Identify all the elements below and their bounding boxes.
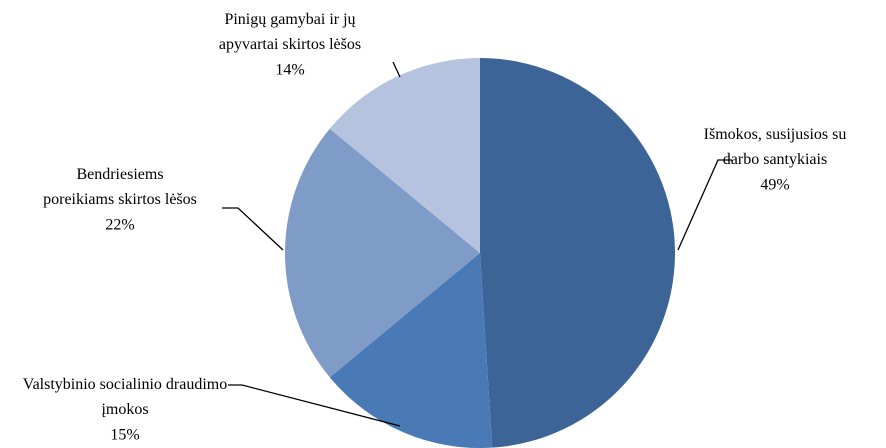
pie (284, 58, 675, 448)
leader-line (222, 207, 284, 251)
label-line: Pinigų gamybai ir jų (224, 11, 356, 28)
value-label: 15% (110, 427, 139, 444)
slice-label: Išmokos, susijusios su darbo santykiais (704, 126, 847, 168)
leader-line (392, 61, 401, 78)
pie-slice (329, 58, 480, 253)
leader-line (677, 159, 732, 251)
label-line: darbo santykiais (723, 151, 827, 168)
label-line: Bendriesiems (76, 166, 163, 183)
label-line: poreikiams skirtos lėšos (43, 191, 197, 208)
slice-label: Valstybinio socialinio draudimo įmokos (23, 376, 227, 418)
label-line: Valstybinio socialinio draudimo (23, 376, 227, 393)
pie-slice (329, 253, 493, 448)
slice-label: Bendriesiems poreikiams skirtos lėšos (43, 166, 197, 208)
label-line: Išmokos, susijusios su (704, 126, 847, 143)
pie-slice (480, 58, 675, 448)
value-label: 49% (760, 177, 789, 194)
leader-line (228, 384, 401, 427)
value-label: 14% (275, 62, 304, 79)
label-line: įmokos (101, 401, 148, 418)
value-label: 22% (105, 217, 134, 234)
pie-slice (284, 128, 480, 378)
label-line: apyvartai skirtos lėšos (219, 36, 361, 53)
slice-label: Pinigų gamybai ir jų apyvartai skirtos lė… (219, 11, 361, 53)
